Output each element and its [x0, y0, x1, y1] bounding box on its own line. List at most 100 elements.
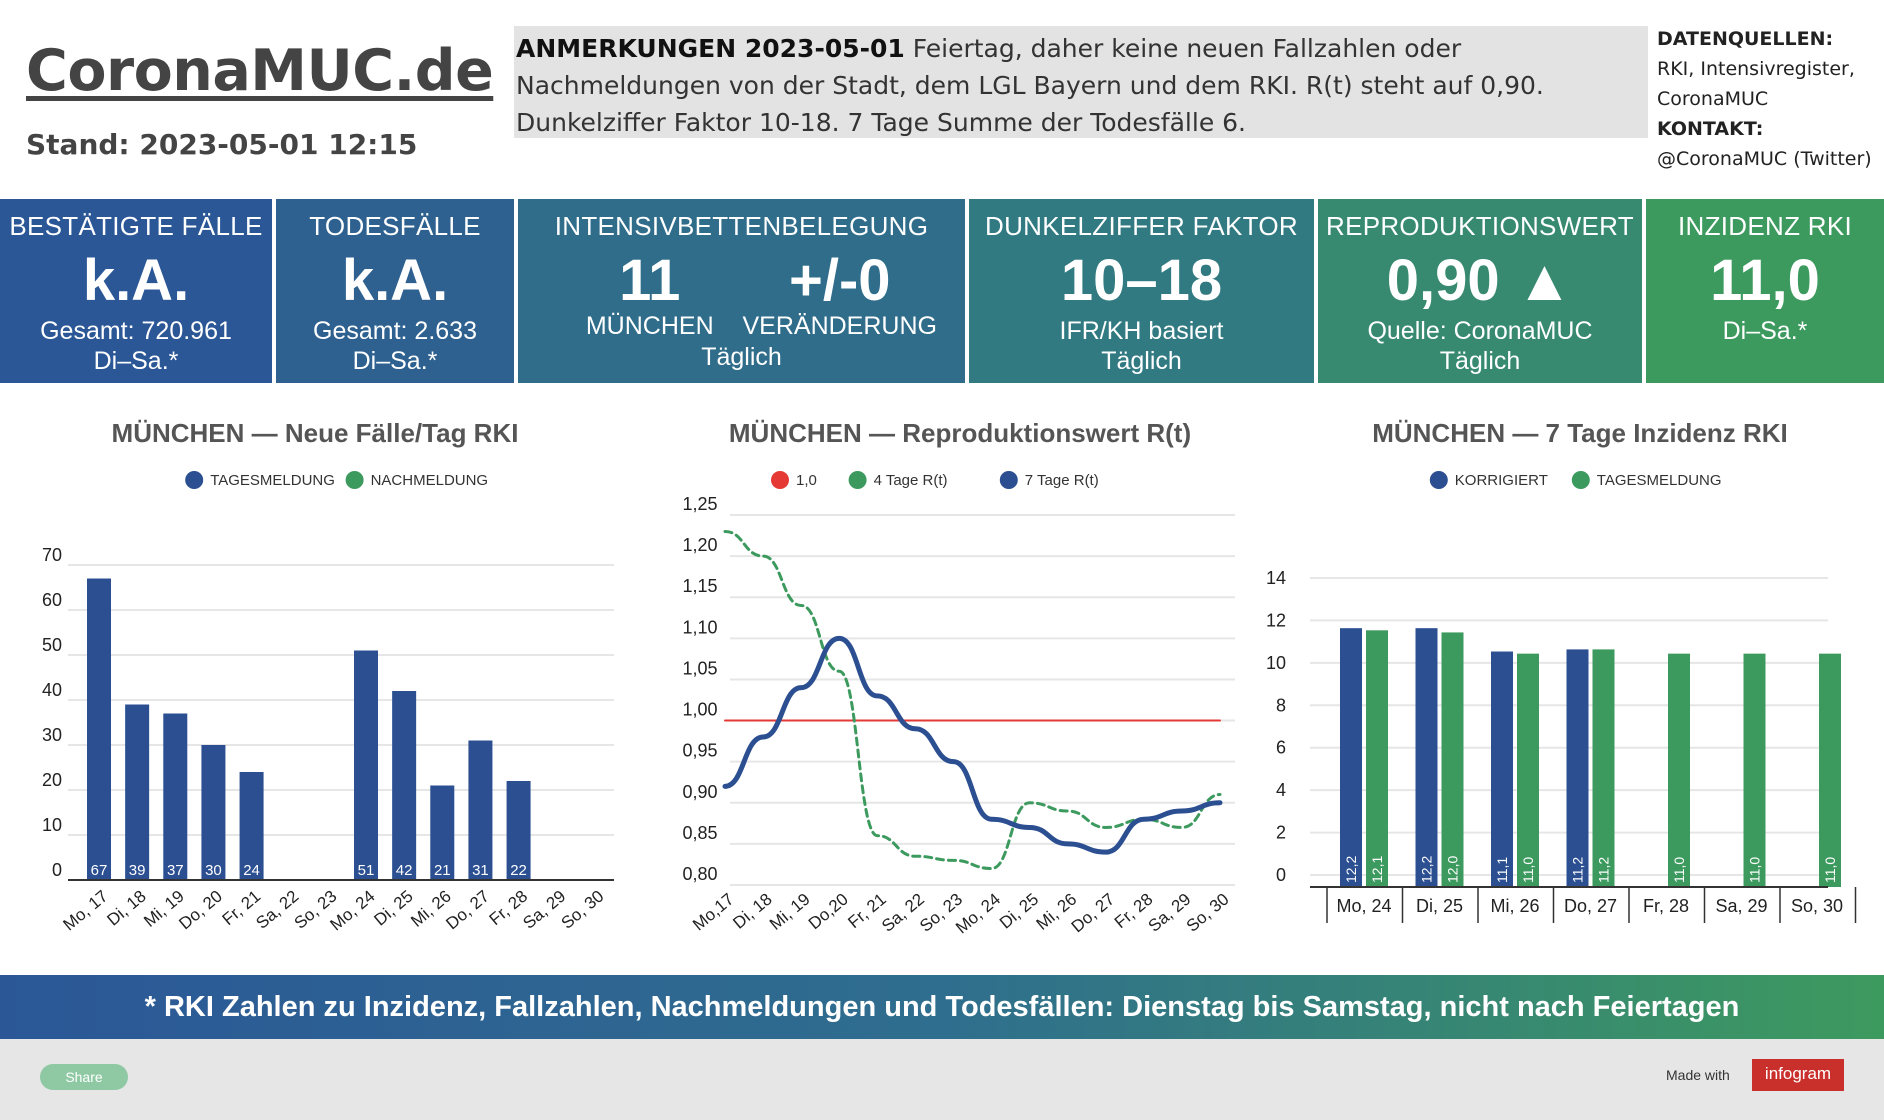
y-tick-label: 30	[42, 725, 62, 745]
x-tick-label: Do,20	[805, 890, 852, 934]
x-tick-label: Sa, 22	[878, 890, 928, 936]
x-tick-label: Sa, 29	[1145, 890, 1195, 936]
footnote-banner: * RKI Zahlen zu Inzidenz, Fallzahlen, Na…	[0, 975, 1884, 1039]
y-tick-label: 2	[1276, 823, 1286, 843]
bar	[125, 704, 150, 880]
bar-value-label: 11,1	[1494, 857, 1510, 883]
bar	[468, 740, 493, 880]
kpi-deaths: TODESFÄLLE k.A. Gesamt: 2.633 Di–Sa.*	[276, 199, 518, 383]
bar-value-label: 11,0	[1671, 857, 1687, 883]
bar	[354, 650, 378, 880]
x-tick-label: Do, 27	[1068, 890, 1119, 937]
series-line	[722, 635, 1223, 855]
y-tick-label: 0	[52, 860, 62, 880]
bar	[201, 745, 226, 880]
x-tick-label: Mi, 26	[1490, 896, 1539, 916]
legend-label: TAGESMELDUNG	[210, 472, 335, 489]
kpi-value: 0,90 ▲	[1386, 248, 1574, 313]
y-tick-label: 1,20	[682, 535, 717, 555]
bar-value-label: 12,2	[1419, 856, 1435, 883]
x-tick-label: Do, 27	[1564, 896, 1617, 916]
sources-text: RKI, Intensivregister, CoronaMUC	[1657, 58, 1855, 110]
bar	[430, 785, 455, 880]
kpi-sub2: Täglich	[1439, 347, 1521, 375]
contact-text[interactable]: @CoronaMUC (Twitter)	[1657, 148, 1872, 170]
bar	[392, 691, 417, 880]
y-tick-label: 1,05	[682, 658, 717, 678]
bar-value-label: 42	[396, 862, 413, 879]
legend-marker	[185, 471, 204, 489]
chart-incidence[interactable]: KORRIGIERT TAGESMELDUNG 0 2 4 6 8 10 12 14 12,2 12,…	[1260, 460, 1880, 970]
chart-title-r: MÜNCHEN — Reproduktionswert R(t)	[728, 418, 1192, 448]
x-tick-label: Sa, 29	[1715, 896, 1767, 916]
sources-label: DATENQUELLEN:	[1657, 28, 1834, 50]
kpi-confirmed-cases: BESTÄTIGTE FÄLLE k.A. Gesamt: 720.961 Di…	[0, 199, 276, 383]
y-tick-label: 40	[42, 680, 62, 700]
kpi-title: BESTÄTIGTE FÄLLE	[9, 211, 263, 241]
x-tick-label: Do, 20	[175, 887, 226, 934]
bar-value-label: 11,0	[1822, 857, 1838, 883]
site-title[interactable]: CoronaMUC.de	[26, 38, 494, 104]
bar	[1340, 628, 1362, 887]
kpi-sub2: Täglich	[1101, 347, 1182, 375]
kpi-value: +/-0	[788, 248, 891, 313]
bar-value-label: 11,0	[1520, 857, 1536, 883]
kpi-title: INZIDENZ RKI	[1677, 211, 1853, 241]
bar	[87, 578, 111, 880]
kpi-icu-right: +/-0 VERÄNDERUNG	[728, 247, 952, 341]
y-tick-label: 12	[1266, 610, 1286, 630]
y-tick-label: 20	[42, 770, 62, 790]
y-tick-label: 1,00	[682, 700, 717, 720]
made-with-label: Made with	[1666, 1067, 1730, 1083]
kpi-sub: Quelle: CoronaMUC	[1367, 317, 1593, 345]
kpi-sub: IFR/KH basiert	[1059, 317, 1224, 345]
y-tick-label: 10	[42, 815, 62, 835]
kpi-row: BESTÄTIGTE FÄLLE k.A. Gesamt: 720.961 Di…	[0, 199, 1884, 383]
x-tick-label: So, 30	[1791, 896, 1843, 916]
bar-value-label: 11,2	[1596, 857, 1612, 883]
y-tick-label: 50	[42, 635, 62, 655]
x-tick-label: So, 30	[558, 887, 608, 933]
bar-value-label: 39	[129, 862, 146, 879]
y-tick-label: 0,85	[682, 823, 717, 843]
y-tick-label: 60	[42, 590, 62, 610]
bar	[1566, 649, 1589, 887]
y-tick-label: 4	[1276, 780, 1286, 800]
y-tick-label: 8	[1276, 695, 1286, 715]
bar-value-label: 12,1	[1369, 856, 1385, 883]
legend-marker	[999, 471, 1018, 489]
x-tick-label: Mo, 24	[327, 887, 379, 935]
bar-value-label: 12,2	[1343, 856, 1359, 883]
x-tick-label: Di, 18	[103, 887, 149, 930]
share-button[interactable]: Share	[40, 1064, 128, 1090]
contact-label: KONTAKT:	[1657, 118, 1764, 140]
x-tick-label: Mo,17	[689, 890, 737, 935]
kpi-title: REPRODUKTIONSWERT	[1326, 211, 1634, 241]
chart-new-cases[interactable]: TAGESMELDUNG NACHMELDUNG 0 10 20 30 40 50 60 70 67…	[40, 460, 630, 970]
bar-value-label: 21	[434, 862, 451, 879]
y-tick-label: 0,95	[682, 741, 717, 761]
kpi-reproduction: REPRODUKTIONSWERT 0,90 ▲ Quelle: CoronaM…	[1318, 199, 1646, 383]
bar	[506, 781, 531, 880]
y-tick-label: 1,15	[682, 576, 717, 596]
kpi-icu-left: 11 MÜNCHEN	[538, 247, 762, 341]
bar	[1366, 630, 1388, 887]
bar	[1819, 653, 1841, 887]
bar	[1415, 628, 1438, 887]
bar	[1743, 653, 1766, 887]
kpi-value: k.A.	[341, 248, 449, 313]
infogram-logo[interactable]: infogram	[1752, 1059, 1844, 1091]
chart-reproduction[interactable]: 1,0 4 Tage R(t) 7 Tage R(t) 0,80 0,85 0,90 0,9…	[660, 460, 1260, 970]
y-tick-label: 0,90	[682, 782, 717, 802]
y-tick-label: 6	[1276, 738, 1286, 758]
kpi-dark-factor: DUNKELZIFFER FAKTOR 10–18 IFR/KH basiert…	[969, 199, 1318, 383]
bar	[1517, 653, 1539, 887]
kpi-sub2: Di–Sa.*	[352, 347, 438, 375]
bar	[1491, 651, 1513, 887]
y-tick-label: 0,80	[682, 864, 717, 884]
legend-marker	[345, 471, 364, 489]
legend-marker	[1429, 471, 1448, 489]
y-tick-label: 70	[42, 545, 62, 565]
kpi-value: 10–18	[1060, 248, 1223, 313]
bar	[1668, 653, 1690, 887]
